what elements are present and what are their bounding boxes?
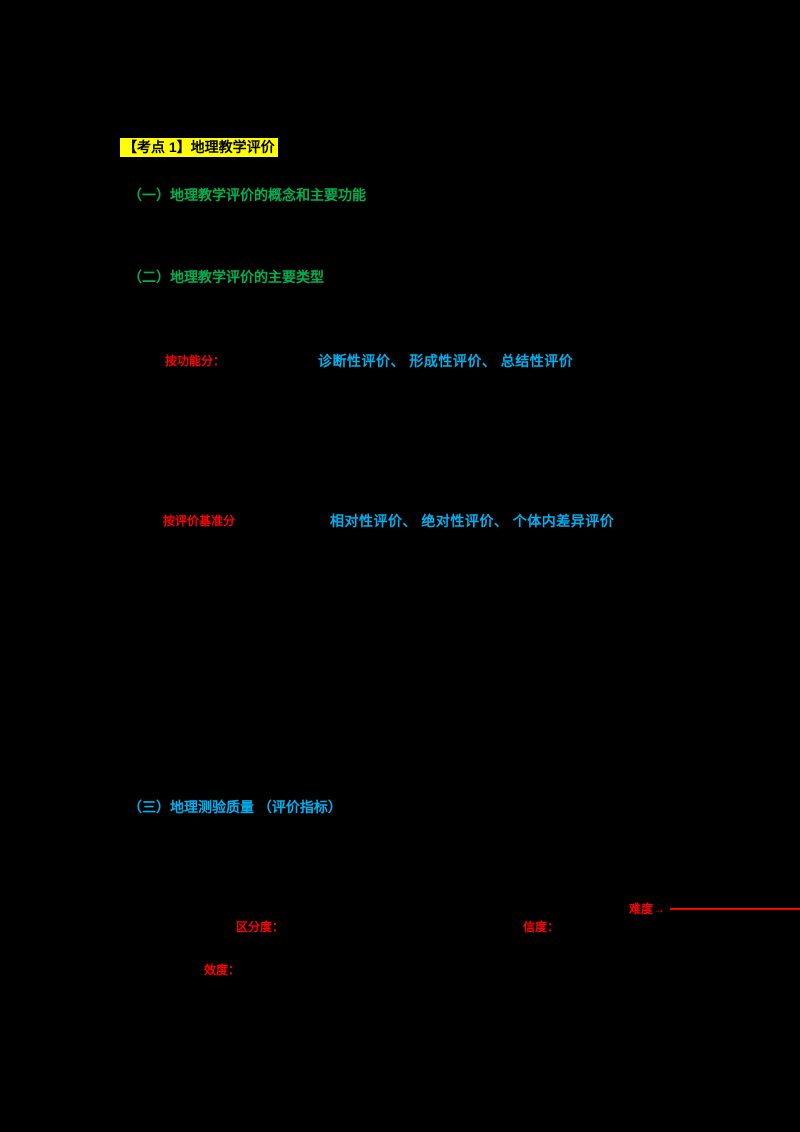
keyword-qufendu: 区分度：: [236, 920, 285, 934]
type-row-2-items: 相对性评价、 绝对性评价、 个体内差异评价: [330, 513, 615, 529]
keyword-xiaodu: 效度：: [204, 963, 241, 977]
keyword-nandu: 难度→: [629, 902, 666, 916]
exam-point-title: 【考点 1】地理教学评价: [120, 138, 278, 157]
keyword-xindu: 信度：: [523, 920, 560, 934]
type-row-1-label: 按功能分：: [165, 354, 226, 368]
section-heading-1: （一）地理教学评价的概念和主要功能: [128, 187, 366, 203]
type-row-2-label: 按评价基准分: [163, 514, 236, 528]
section-heading-3: （三）地理测验质量 （评价指标）: [128, 799, 342, 815]
section-heading-2: （二）地理教学评价的主要类型: [128, 269, 324, 285]
type-row-1-items: 诊断性评价、 形成性评价、 总结性评价: [318, 353, 574, 369]
red-underline: [670, 908, 800, 910]
